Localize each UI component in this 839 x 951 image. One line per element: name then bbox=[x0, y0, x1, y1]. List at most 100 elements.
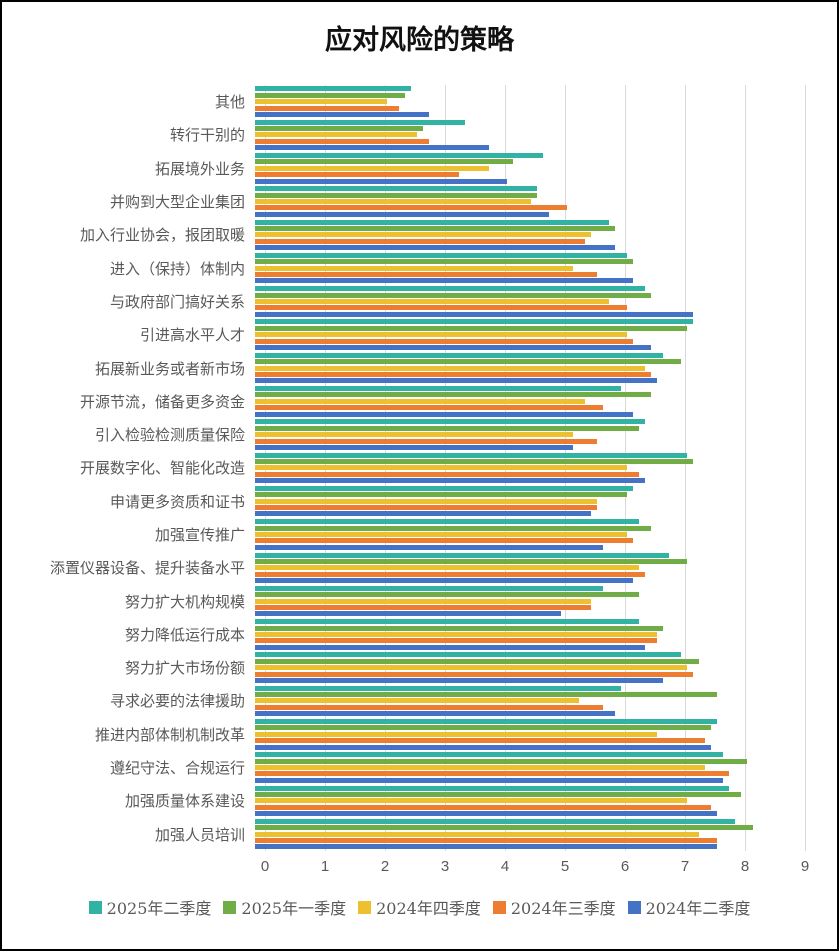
bar bbox=[255, 452, 687, 458]
category-label: 引入检验检测质量保险 bbox=[94, 426, 245, 445]
category-row: 转行干别的 bbox=[2, 118, 837, 151]
category-row: 拓展境外业务 bbox=[2, 152, 837, 185]
bar bbox=[255, 392, 651, 398]
bar bbox=[255, 592, 639, 598]
bar bbox=[255, 152, 543, 158]
category-label: 加入行业协会，报团取暖 bbox=[79, 226, 245, 245]
bar bbox=[255, 638, 657, 644]
category-label: 加强宣传推广 bbox=[154, 526, 245, 544]
bar bbox=[255, 492, 627, 498]
bar bbox=[255, 132, 417, 138]
bar bbox=[255, 311, 693, 317]
legend-item: 2024年三季度 bbox=[492, 895, 616, 919]
bar bbox=[255, 86, 411, 92]
plot-area: 其他 转行干别的 拓展境外业务 并购到大型企业集团 加入行业协会，报团取暖 进入（保持）体… bbox=[2, 85, 837, 851]
category-label: 其他 bbox=[214, 93, 245, 112]
legend-item: 2025年二季度 bbox=[88, 895, 211, 919]
bar bbox=[255, 731, 657, 737]
bar-group bbox=[255, 418, 795, 451]
x-axis-tick-label: 9 bbox=[800, 858, 810, 875]
bar bbox=[255, 825, 753, 831]
category-label: 添置仪器设备、提升装备水平 bbox=[49, 559, 245, 578]
bar bbox=[255, 225, 615, 231]
x-axis: 0 1 2 3 4 5 6 7 8 9 bbox=[261, 858, 809, 878]
bar bbox=[255, 831, 699, 837]
bar bbox=[255, 538, 633, 544]
x-axis-tick-label: 8 bbox=[740, 858, 750, 875]
bar bbox=[255, 444, 573, 450]
bar bbox=[255, 578, 633, 584]
x-axis-tick-label: 7 bbox=[680, 858, 690, 875]
bar bbox=[255, 811, 717, 817]
bar-group bbox=[255, 551, 795, 584]
bar bbox=[255, 677, 663, 683]
bar bbox=[255, 419, 645, 425]
bar-group bbox=[255, 518, 795, 551]
category-label: 拓展新业务或者新市场 bbox=[94, 359, 245, 378]
bar bbox=[255, 765, 705, 771]
bar bbox=[255, 265, 573, 271]
category-row: 寻求必要的法律援助 bbox=[2, 684, 837, 717]
x-axis-tick-label: 2 bbox=[380, 858, 390, 875]
bar-group bbox=[255, 185, 795, 218]
bar bbox=[255, 298, 609, 304]
bar bbox=[255, 338, 633, 344]
bar bbox=[255, 525, 651, 531]
bar bbox=[255, 278, 633, 284]
bar bbox=[255, 505, 597, 511]
bar bbox=[255, 744, 711, 750]
bar bbox=[255, 711, 615, 717]
category-row: 遵纪守法、合规运行 bbox=[2, 751, 837, 784]
category-row: 与政府部门搞好关系 bbox=[2, 285, 837, 318]
bar bbox=[255, 126, 423, 132]
bar bbox=[255, 565, 639, 571]
category-row: 开展数字化、智能化改造 bbox=[2, 451, 837, 484]
bar bbox=[255, 478, 645, 484]
bar bbox=[255, 105, 399, 111]
bar bbox=[255, 671, 693, 677]
bar bbox=[255, 371, 651, 377]
category-row: 加强宣传推广 bbox=[2, 518, 837, 551]
category-row: 引进高水平人才 bbox=[2, 318, 837, 351]
bar bbox=[255, 698, 579, 704]
category-row: 申请更多资质和证书 bbox=[2, 485, 837, 518]
x-axis-tick-label: 5 bbox=[560, 858, 570, 875]
bar bbox=[255, 325, 687, 331]
category-row: 开源节流，储备更多资金 bbox=[2, 385, 837, 418]
bar bbox=[255, 145, 489, 151]
bar bbox=[255, 777, 723, 783]
bar bbox=[255, 485, 633, 491]
category-row: 努力扩大机构规模 bbox=[2, 584, 837, 617]
bar-group bbox=[255, 285, 795, 318]
bar bbox=[255, 844, 717, 850]
bar bbox=[255, 186, 537, 192]
category-row: 努力扩大市场份额 bbox=[2, 651, 837, 684]
bar bbox=[255, 804, 711, 810]
bar bbox=[255, 172, 459, 178]
category-label: 遵纪守法、合规运行 bbox=[109, 759, 245, 778]
category-row: 引入检验检测质量保险 bbox=[2, 418, 837, 451]
bar bbox=[255, 438, 597, 444]
category-label: 申请更多资质和证书 bbox=[109, 492, 245, 511]
bar bbox=[255, 159, 513, 165]
bar bbox=[255, 365, 645, 371]
bar bbox=[255, 544, 603, 550]
bar bbox=[255, 178, 507, 184]
bar bbox=[255, 99, 387, 105]
bar bbox=[255, 286, 645, 292]
bar bbox=[255, 238, 585, 244]
category-label: 努力扩大市场份额 bbox=[124, 659, 245, 678]
bar bbox=[255, 471, 639, 477]
category-row: 加入行业协会，报团取暖 bbox=[2, 218, 837, 251]
x-axis-tick-label: 6 bbox=[620, 858, 630, 875]
legend-item: 2024年四季度 bbox=[358, 895, 481, 919]
category-row: 拓展新业务或者新市场 bbox=[2, 351, 837, 384]
bar bbox=[255, 725, 711, 731]
x-axis-tick-label: 3 bbox=[440, 858, 450, 875]
bar bbox=[255, 165, 489, 171]
category-label: 努力扩大机构规模 bbox=[124, 592, 245, 611]
bar-group bbox=[255, 684, 795, 717]
bar bbox=[255, 818, 735, 824]
bar bbox=[255, 598, 591, 604]
